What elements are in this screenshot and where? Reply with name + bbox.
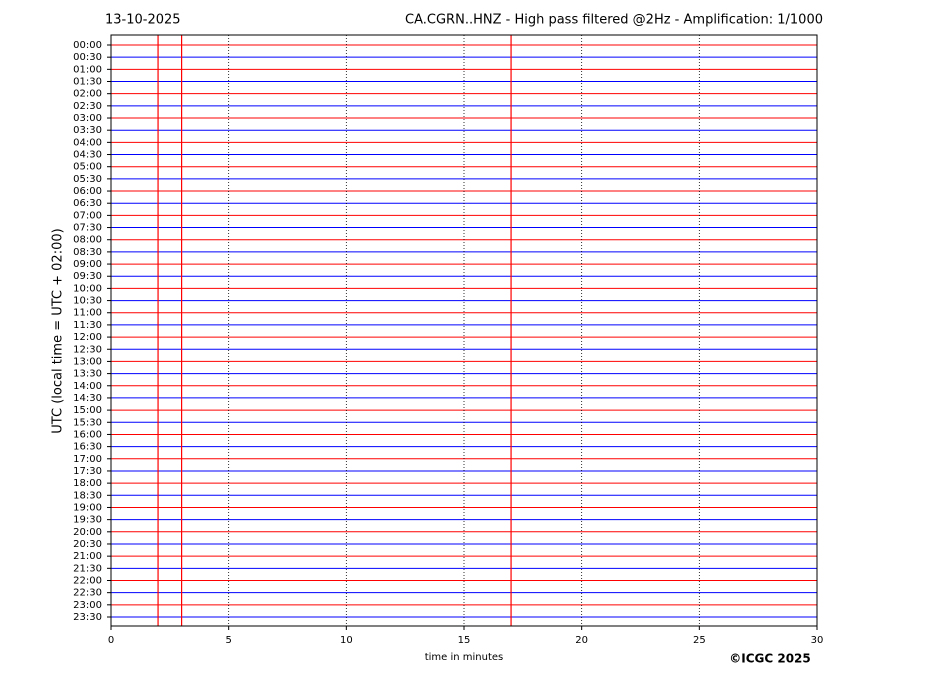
y-tick-label: 05:00 [73, 162, 102, 173]
y-tick-label: 17:30 [73, 466, 102, 477]
credit: ©ICGC 2025 [729, 652, 811, 666]
y-tick-label: 15:30 [73, 417, 102, 428]
y-tick-label: 01:00 [73, 64, 102, 75]
y-tick-label: 00:00 [73, 40, 102, 51]
y-tick-label: 04:00 [73, 137, 102, 148]
y-tick-label: 10:00 [73, 283, 102, 294]
y-tick-label: 13:00 [73, 356, 102, 367]
y-tick-label: 19:00 [73, 502, 102, 513]
y-tick-label: 23:30 [73, 612, 102, 623]
plot-frame [110, 34, 818, 627]
y-tick-label: 17:00 [73, 454, 102, 465]
y-tick-label: 20:30 [73, 539, 102, 550]
x-axis-label: time in minutes [425, 652, 504, 663]
y-tick-label: 00:30 [73, 52, 102, 63]
y-tick-label: 11:00 [73, 308, 102, 319]
y-tick-label: 09:00 [73, 259, 102, 270]
y-tick-label: 16:00 [73, 429, 102, 440]
y-tick-label: 14:00 [73, 381, 102, 392]
y-tick-label: 21:30 [73, 563, 102, 574]
x-tick-label: 15 [458, 635, 471, 646]
y-tick-label: 03:30 [73, 125, 102, 136]
y-tick-label: 14:30 [73, 393, 102, 404]
y-tick-label: 20:00 [73, 527, 102, 538]
y-axis-label: UTC (local time = UTC + 02:00) [51, 228, 66, 433]
y-tick-label: 05:30 [73, 174, 102, 185]
y-tick-label: 01:30 [73, 77, 102, 88]
x-tick-label: 10 [340, 635, 353, 646]
y-tick-label: 12:30 [73, 344, 102, 355]
y-tick-label: 02:30 [73, 101, 102, 112]
x-tick-label: 20 [575, 635, 588, 646]
x-tick-label: 25 [693, 635, 706, 646]
y-tick-label: 02:00 [73, 89, 102, 100]
y-tick-label: 18:30 [73, 490, 102, 501]
y-tick-label: 11:30 [73, 320, 102, 331]
y-tick-label: 07:00 [73, 210, 102, 221]
y-tick-label: 10:30 [73, 296, 102, 307]
y-tick-label: 15:00 [73, 405, 102, 416]
y-tick-label: 22:00 [73, 575, 102, 586]
y-tick-label: 08:00 [73, 235, 102, 246]
y-tick-label: 21:00 [73, 551, 102, 562]
y-tick-label: 06:30 [73, 198, 102, 209]
x-tick-label: 5 [225, 635, 231, 646]
y-tick-label: 23:00 [73, 600, 102, 611]
y-tick-label: 03:00 [73, 113, 102, 124]
y-tick-label: 08:30 [73, 247, 102, 258]
y-tick-label: 09:30 [73, 271, 102, 282]
x-tick-label: 0 [108, 635, 114, 646]
y-tick-label: 22:30 [73, 588, 102, 599]
x-tick-label: 30 [811, 635, 824, 646]
y-tick-label: 18:00 [73, 478, 102, 489]
chart-title: CA.CGRN..HNZ - High pass filtered @2Hz -… [405, 13, 823, 28]
y-tick-label: 13:30 [73, 369, 102, 380]
y-tick-label: 04:30 [73, 150, 102, 161]
date: 13-10-2025 [105, 13, 181, 28]
y-tick-label: 12:00 [73, 332, 102, 343]
y-tick-label: 19:30 [73, 515, 102, 526]
y-tick-label: 07:30 [73, 223, 102, 234]
y-tick-label: 06:00 [73, 186, 102, 197]
y-tick-label: 16:30 [73, 442, 102, 453]
